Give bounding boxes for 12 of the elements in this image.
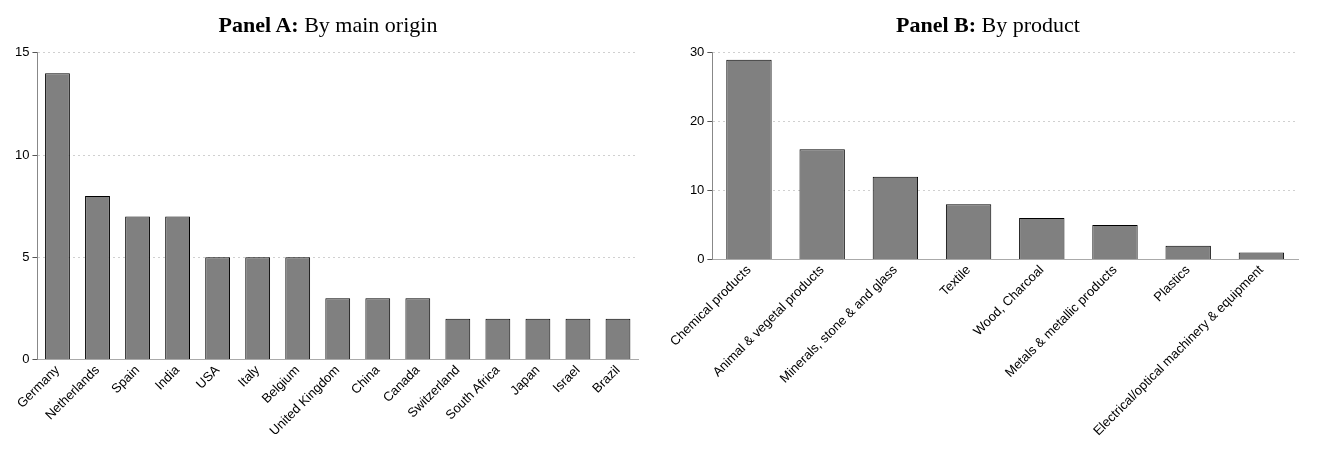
y-tick-label: 0 bbox=[22, 351, 30, 367]
y-tick-label: 15 bbox=[14, 44, 30, 60]
y-tick-label: 5 bbox=[22, 248, 30, 264]
x-tick-label: USA bbox=[192, 361, 223, 392]
y-tick-label: 20 bbox=[689, 113, 705, 129]
y-tick-label: 0 bbox=[697, 251, 705, 267]
chart-title: Panel B: By product bbox=[896, 12, 1080, 37]
y-tick-label: 10 bbox=[689, 182, 705, 198]
y-tick-label: 30 bbox=[689, 44, 705, 60]
chart-title: Panel A: By main origin bbox=[218, 12, 438, 37]
x-tick-label: Italy bbox=[234, 361, 263, 390]
y-tick-label: 10 bbox=[14, 146, 30, 162]
